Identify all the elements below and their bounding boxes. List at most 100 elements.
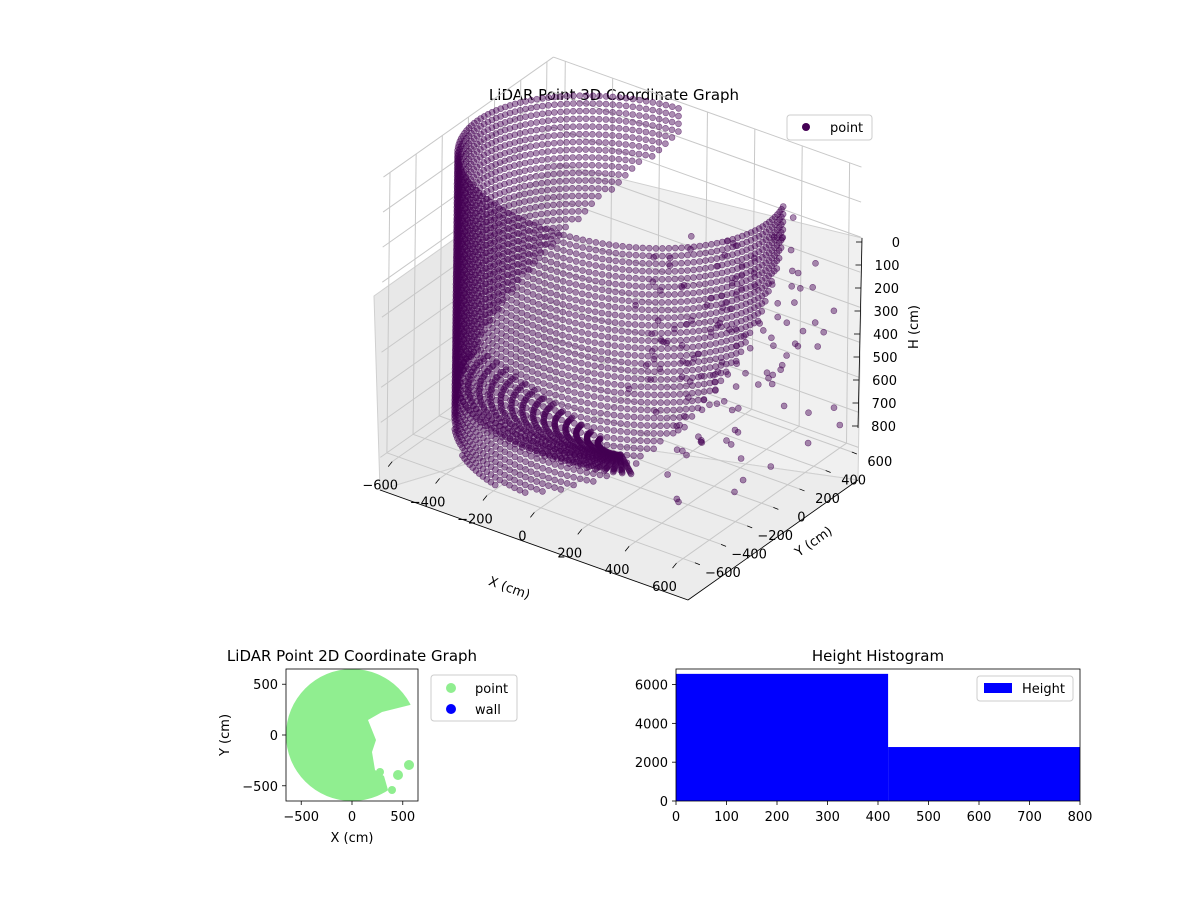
- point-3d: [707, 279, 715, 287]
- point-3d: [622, 102, 630, 110]
- point-3d: [563, 139, 570, 146]
- point-3d: [578, 367, 585, 375]
- point-3d: [559, 262, 567, 270]
- point-3d: [517, 348, 525, 355]
- point-3d: [690, 251, 698, 258]
- point-3d: [779, 218, 787, 226]
- point-3d: [518, 255, 526, 263]
- point-3d: [605, 241, 613, 248]
- point-3d: [559, 301, 567, 308]
- point-3d: [591, 300, 599, 308]
- point-3d: [709, 371, 717, 379]
- point-3d: [670, 345, 678, 352]
- point-3d: [796, 284, 804, 292]
- point-3d: [611, 296, 619, 303]
- point-3d: [521, 182, 529, 190]
- point-3d: [649, 137, 656, 145]
- point-3d: [636, 104, 643, 112]
- point-3d: [768, 380, 776, 388]
- point-3d: [538, 125, 546, 133]
- point-3d: [602, 162, 609, 170]
- point-3d: [637, 398, 645, 406]
- point-3d: [630, 406, 638, 413]
- point-3d: [665, 291, 672, 298]
- point-3d: [562, 177, 570, 185]
- point-3d: [565, 333, 573, 341]
- point-3d: [722, 299, 730, 306]
- point-3d: [706, 364, 714, 371]
- point-3d: [629, 111, 637, 118]
- point-3d: [655, 146, 663, 154]
- point-3d: [578, 321, 586, 328]
- point-3d: [690, 258, 698, 266]
- point-3d: [689, 305, 697, 312]
- point-3d: [518, 444, 526, 451]
- point-3d: [639, 267, 646, 275]
- point-3d: [645, 260, 653, 267]
- point-3d: [657, 376, 665, 383]
- point-3d: [643, 437, 651, 445]
- point-3d: [618, 281, 626, 289]
- point-3d: [651, 299, 659, 306]
- point-3d: [556, 147, 564, 154]
- point-3d: [559, 324, 566, 331]
- point-3d: [577, 382, 585, 390]
- point-3d: [578, 298, 586, 305]
- point-3d: [559, 277, 567, 285]
- point-3d: [783, 319, 791, 327]
- point-3d: [603, 418, 611, 426]
- point-3d: [538, 164, 546, 172]
- point-3d: [506, 102, 514, 109]
- point-3d: [511, 108, 519, 115]
- point-3d: [588, 192, 596, 200]
- point-3d: [565, 310, 573, 318]
- point-3d: [671, 291, 679, 298]
- point-3d: [664, 376, 671, 383]
- y-tick-label-hist: 0: [660, 795, 668, 810]
- point-3d: [541, 226, 549, 233]
- point-3d: [591, 347, 599, 354]
- point-3d: [589, 123, 596, 130]
- point-3d: [572, 235, 580, 242]
- z-tick-label-3d: 0: [892, 236, 900, 251]
- point-3d: [694, 381, 702, 389]
- point-3d: [584, 384, 592, 392]
- x-tick-label-3d: −400: [410, 496, 446, 511]
- x-tick-label-3d: 0: [518, 529, 526, 544]
- point-3d: [775, 254, 783, 262]
- point-3d: [651, 368, 658, 376]
- grid-line-h-back: [553, 56, 862, 168]
- point-3d: [670, 414, 677, 422]
- point-3d: [516, 145, 524, 153]
- point-3d: [552, 376, 560, 384]
- point-3d: [528, 368, 536, 375]
- point-3d: [657, 422, 664, 430]
- point-3d: [584, 376, 592, 384]
- point-3d: [539, 472, 546, 480]
- point-3d: [657, 399, 665, 406]
- point-3d: [645, 244, 653, 252]
- point-3d: [625, 282, 633, 289]
- point-3d: [609, 101, 617, 108]
- point-3d: [648, 347, 656, 355]
- point-3d: [523, 327, 531, 335]
- point-3d: [683, 297, 691, 305]
- point-3d: [652, 260, 660, 268]
- point-3d: [615, 125, 623, 132]
- point-3d: [563, 115, 571, 123]
- point-3d: [558, 362, 566, 370]
- point-3d: [788, 267, 796, 275]
- point-3d: [650, 399, 658, 406]
- z-tick-label-3d: 700: [872, 397, 897, 412]
- point-3d: [598, 294, 606, 301]
- point-3d: [563, 472, 571, 480]
- point-3d: [526, 447, 533, 454]
- point-3d: [535, 308, 542, 316]
- point-3d: [724, 371, 732, 378]
- point-3d: [630, 413, 638, 421]
- point-3d: [746, 329, 754, 337]
- point-3d: [645, 283, 653, 291]
- point-3d: [712, 309, 720, 316]
- point-3d: [701, 311, 709, 318]
- point-3d: [615, 140, 623, 147]
